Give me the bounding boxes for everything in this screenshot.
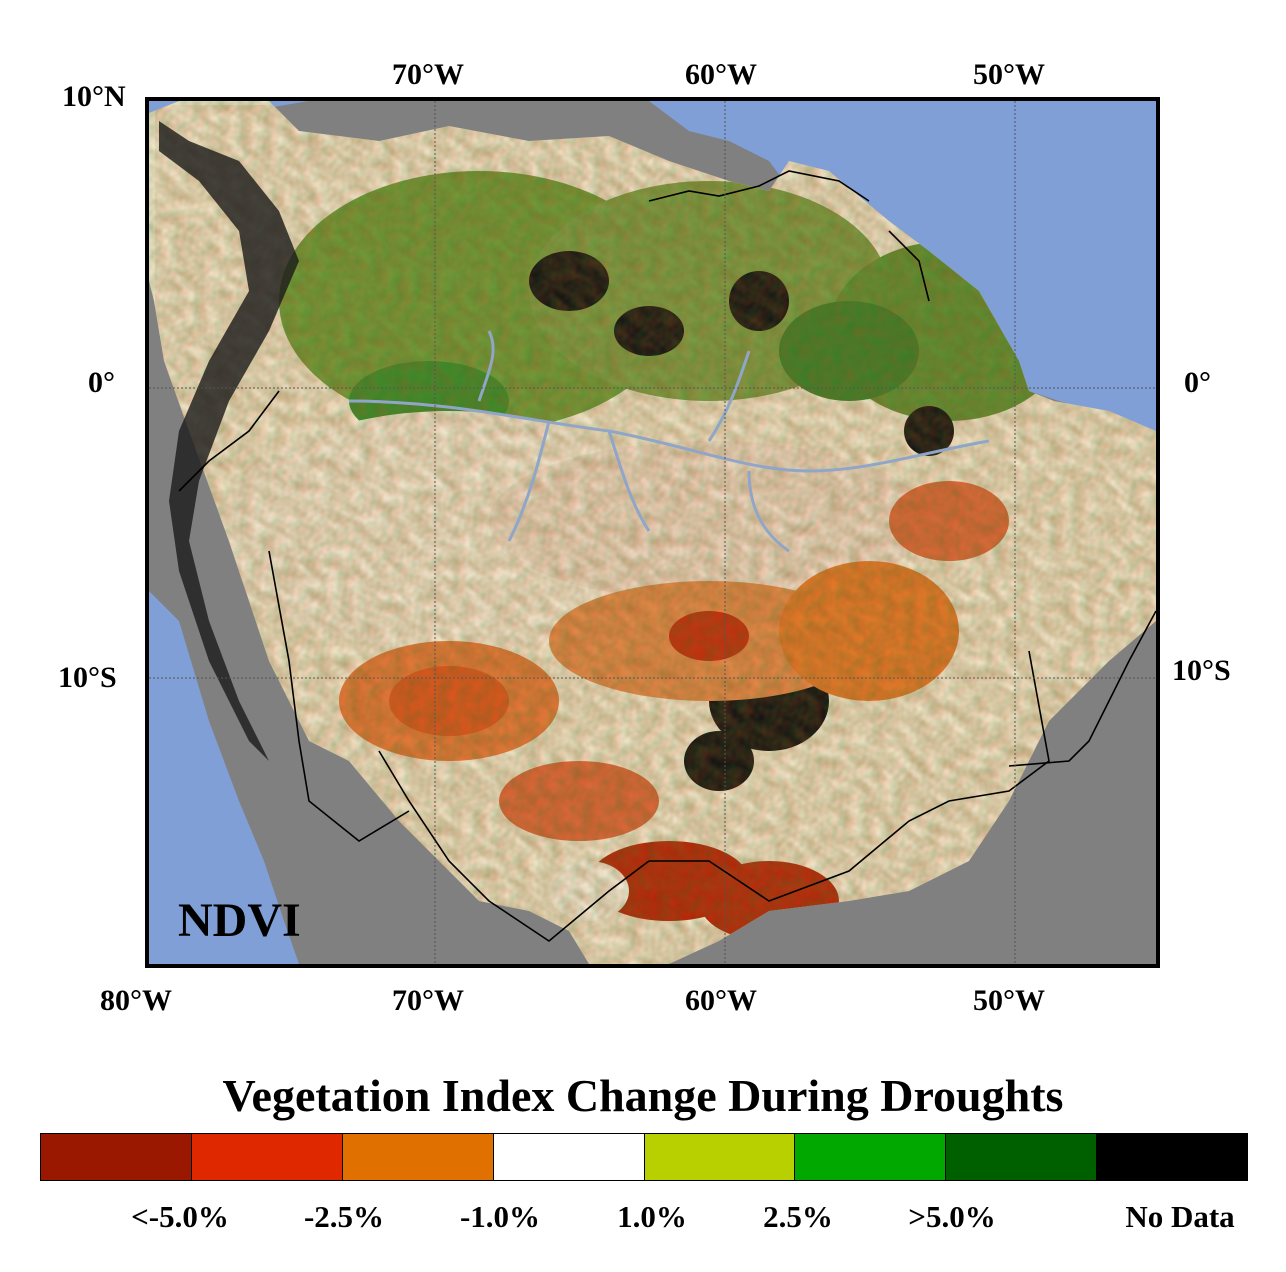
legend-title: Vegetation Index Change During Droughts	[222, 1070, 1064, 1121]
lon-label-bottom-70w: 70°W	[392, 984, 464, 1017]
legend-swatch	[41, 1134, 192, 1180]
pacific-coast	[149, 591, 299, 964]
legend-swatch	[191, 1134, 343, 1180]
country-borders	[178, 170, 1156, 942]
andes	[159, 121, 299, 761]
lon-label-bottom-80w: 80°W	[100, 984, 172, 1017]
legend-label: -2.5%	[303, 1199, 385, 1234]
legend-label: >5.0%	[908, 1199, 996, 1234]
legend-label: -1.0%	[459, 1199, 541, 1234]
legend-swatch	[1097, 1134, 1247, 1180]
lat-label-right-0: 0°	[1184, 366, 1211, 399]
lon-label-top-70w: 70°W	[392, 58, 464, 91]
legend-label: No Data	[1125, 1199, 1235, 1234]
legend-swatch	[644, 1134, 796, 1180]
legend-swatch	[795, 1134, 947, 1180]
river-network	[348, 330, 990, 553]
legend-label: 2.5%	[763, 1199, 833, 1234]
lon-label-top-60w: 60°W	[685, 58, 757, 91]
lat-label-right-10s: 10°S	[1172, 654, 1231, 687]
lat-label-left-10n: 10°N	[62, 80, 126, 113]
legend-label: <-5.0%	[131, 1199, 229, 1234]
map-title: NDVI	[178, 894, 301, 947]
lon-label-bottom-50w: 50°W	[973, 984, 1045, 1017]
legend-swatch	[342, 1134, 494, 1180]
lat-label-left-0: 0°	[88, 366, 115, 399]
legend-label: 1.0%	[617, 1199, 687, 1234]
lon-label-bottom-60w: 60°W	[685, 984, 757, 1017]
lat-label-left-10s: 10°S	[58, 661, 117, 694]
map-canvas	[149, 101, 1156, 964]
legend-swatch	[493, 1134, 645, 1180]
map-panel	[145, 97, 1160, 968]
legend-swatch	[946, 1134, 1098, 1180]
lon-label-top-50w: 50°W	[973, 58, 1045, 91]
legend-colorbar	[40, 1133, 1248, 1181]
